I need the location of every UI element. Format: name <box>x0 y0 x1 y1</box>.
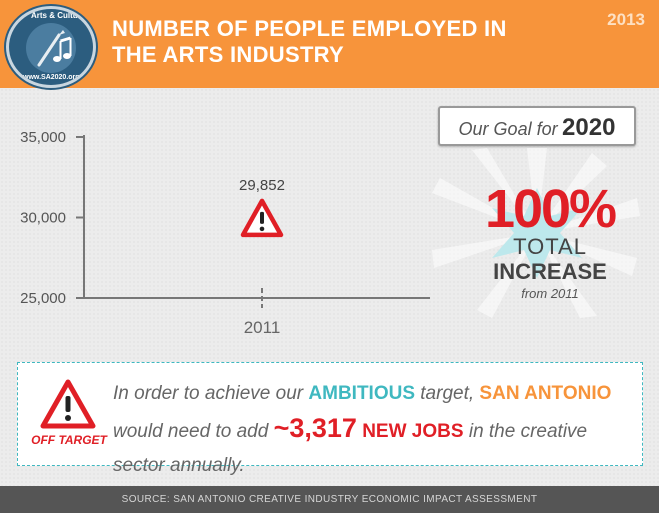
message-box: OFF TARGET In order to achieve our AMBIT… <box>17 362 643 476</box>
brush-and-music-note-icon <box>37 30 72 67</box>
title-line-2: THE ARTS INDUSTRY <box>112 42 345 67</box>
warning-triangle-icon <box>40 379 96 429</box>
x-tick-label: 2011 <box>244 318 281 337</box>
header-banner: Arts & Culture www.SA2020.org NUMBER OF … <box>0 0 659 88</box>
message-part-3: would need to add <box>113 421 274 442</box>
goal-percent: 100% <box>484 179 617 239</box>
city-highlight: SAN ANTONIO <box>479 383 612 404</box>
message-part-2: target, <box>415 383 480 404</box>
exclamation-bar <box>260 211 264 224</box>
new-jobs-highlight: NEW JOBS <box>362 421 464 442</box>
y-tick-label: 30,000 <box>20 210 66 227</box>
goal-from: from 2011 <box>521 286 579 301</box>
goal-total: TOTAL <box>513 234 587 259</box>
data-label: 29,852 <box>239 177 285 194</box>
goal-label: Our Goal for <box>458 119 558 139</box>
source-footer: SOURCE: SAN ANTONIO CREATIVE INDUSTRY EC… <box>0 486 659 513</box>
chart-svg: 25,000 30,000 35,000 2011 29,852 <box>20 129 430 337</box>
title-line-1: NUMBER OF PEOPLE EMPLOYED IN <box>112 16 507 41</box>
goal-year: 2020 <box>562 114 616 141</box>
message-part-4: in the creative sector annually. <box>113 421 588 476</box>
logo-top-text: Arts & Culture <box>31 11 86 20</box>
year-label: 2013 <box>607 10 645 29</box>
goal-box: Our Goal for 2020 <box>438 106 636 146</box>
ambitious-highlight: AMBITIOUS <box>308 383 415 404</box>
message-text: In order to achieve our AMBITIOUS target… <box>113 377 633 483</box>
data-point-warning-marker <box>240 198 284 238</box>
jobs-number: ~3,317 <box>273 413 357 443</box>
exclamation-dot <box>259 226 265 232</box>
sa2020-logo: Arts & Culture www.SA2020.org <box>6 6 96 88</box>
goal-increase: INCREASE <box>493 259 607 284</box>
message-part-1: In order to achieve our <box>113 383 309 404</box>
employment-chart: 25,000 30,000 35,000 2011 29,852 <box>0 90 460 350</box>
logo-bottom-text: www.SA2020.org <box>23 74 80 81</box>
y-tick-label: 35,000 <box>20 129 66 146</box>
off-target-label: OFF TARGET <box>31 433 107 447</box>
page-title: NUMBER OF PEOPLE EMPLOYED IN THE ARTS IN… <box>112 16 552 68</box>
starburst-icon <box>432 148 640 318</box>
y-tick-label: 25,000 <box>20 290 66 307</box>
